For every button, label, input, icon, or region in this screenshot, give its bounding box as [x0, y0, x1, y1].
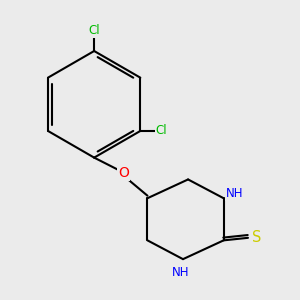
Text: Cl: Cl — [156, 124, 167, 137]
Text: S: S — [252, 230, 261, 245]
Text: Cl: Cl — [88, 24, 100, 37]
Text: O: O — [118, 166, 129, 180]
Text: NH: NH — [226, 187, 244, 200]
Text: NH: NH — [172, 266, 190, 279]
